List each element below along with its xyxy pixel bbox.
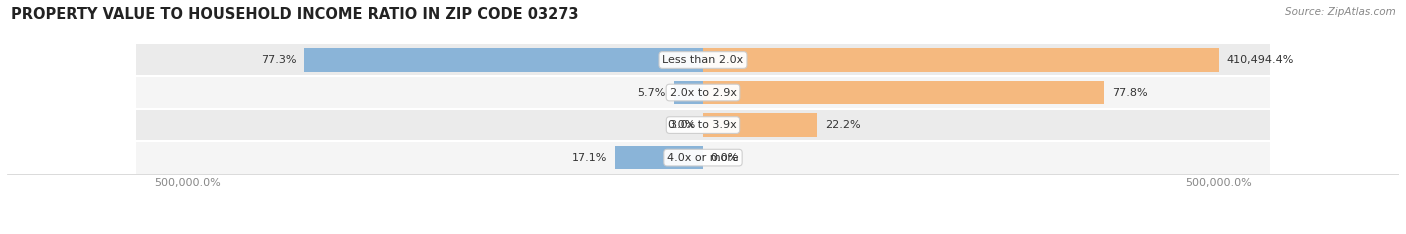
Bar [136,141,1270,174]
Bar [305,48,703,72]
Text: 17.1%: 17.1% [572,153,607,163]
Text: 3.0x to 3.9x: 3.0x to 3.9x [669,120,737,130]
Text: 4.0x or more: 4.0x or more [668,153,738,163]
Text: 0.0%: 0.0% [710,153,740,163]
Text: 22.2%: 22.2% [825,120,860,130]
Bar [614,146,703,169]
Text: 77.8%: 77.8% [1112,88,1147,98]
Legend: Without Mortgage, With Mortgage: Without Mortgage, With Mortgage [585,233,821,234]
Text: Less than 2.0x: Less than 2.0x [662,55,744,65]
Bar [136,44,1270,76]
Text: PROPERTY VALUE TO HOUSEHOLD INCOME RATIO IN ZIP CODE 03273: PROPERTY VALUE TO HOUSEHOLD INCOME RATIO… [11,7,579,22]
Text: 2.0x to 2.9x: 2.0x to 2.9x [669,88,737,98]
Bar [136,76,1270,109]
Text: 0.0%: 0.0% [666,120,696,130]
Bar [673,81,703,104]
Text: 5.7%: 5.7% [637,88,666,98]
Bar [703,81,1104,104]
Bar [703,113,817,137]
Bar [136,109,1270,141]
Text: 77.3%: 77.3% [262,55,297,65]
Bar [703,48,1219,72]
Text: 410,494.4%: 410,494.4% [1226,55,1294,65]
Text: Source: ZipAtlas.com: Source: ZipAtlas.com [1285,7,1396,17]
